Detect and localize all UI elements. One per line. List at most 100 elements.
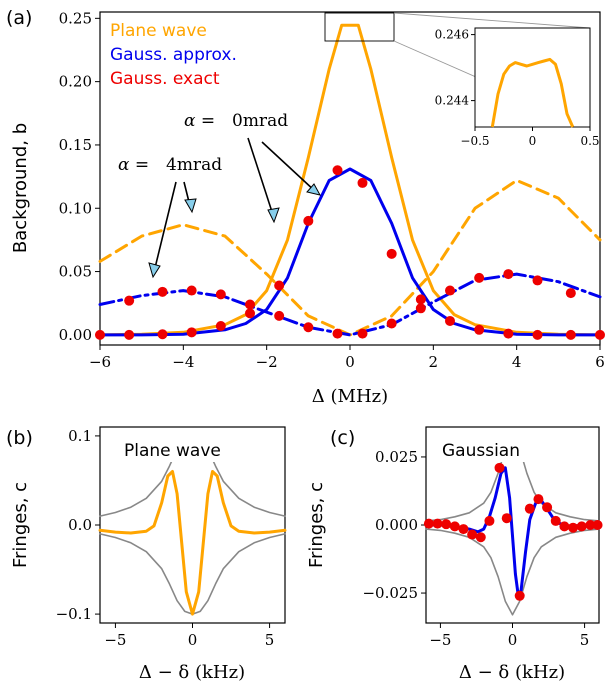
data-point [215, 321, 226, 332]
x-tick-label: 6 [595, 353, 605, 371]
x-tick-label: 2 [429, 353, 439, 371]
panel-b-title-bg [112, 434, 244, 462]
data-point [215, 289, 226, 300]
data-point [474, 324, 485, 335]
data-point [357, 328, 368, 339]
annotation-alpha-0: α = 0mrad [184, 111, 321, 224]
panel-c-title-bg [436, 434, 526, 462]
panel-c-ticks: −5 0 5 −0.025 0.000 0.025 [362, 448, 589, 649]
inset-x-tick-label: 0.5 [580, 134, 599, 148]
x-tick-label: 0 [345, 353, 355, 371]
data-point [501, 513, 512, 524]
data-point [533, 494, 544, 505]
zoom-connector [393, 12, 591, 29]
data-point [475, 532, 486, 543]
data-point [445, 285, 455, 296]
legend-gauss-approx: Gauss. approx. [110, 45, 237, 65]
inset-series [490, 57, 575, 128]
data-point [386, 248, 397, 259]
x-tick-label: 0 [508, 631, 518, 649]
panel-b-ylabel: Fringes, c [10, 482, 31, 568]
data-point [415, 294, 426, 305]
panel-a-ylabel: Background, b [10, 123, 31, 253]
data-point [432, 518, 443, 529]
data-point [592, 520, 603, 530]
data-point [565, 329, 576, 340]
data-point [357, 177, 368, 188]
y-tick-label: 0.25 [59, 9, 92, 27]
data-point [245, 308, 255, 319]
series-line [98, 272, 602, 337]
annotation-alpha-4-prefix: α = [118, 155, 149, 175]
data-point [445, 315, 455, 326]
x-tick-label: 5 [580, 631, 590, 649]
annotation-arrow [153, 181, 177, 273]
panel-c-ylabel: Fringes, c [306, 482, 327, 568]
annotation-arrowhead [306, 183, 321, 196]
y-tick-label: −0.1 [56, 605, 92, 623]
data-point [474, 272, 485, 283]
series-line [98, 178, 602, 337]
y-tick-label: 0.20 [59, 73, 92, 91]
panel-b-xlabel: Δ − δ (kHz) [139, 662, 245, 683]
panel-c-xlabel: Δ − δ (kHz) [459, 662, 565, 683]
y-tick-label: 0.15 [59, 136, 92, 154]
zoom-box [324, 12, 395, 42]
panel-c-title: Gaussian [442, 441, 520, 461]
panel-c-label: (c) [330, 427, 355, 449]
inset-series-line [490, 57, 575, 128]
data-point [458, 524, 469, 535]
data-point [503, 269, 514, 280]
data-point [245, 299, 255, 310]
data-point [386, 318, 397, 329]
legend-plane-wave: Plane wave [110, 21, 207, 41]
x-tick-label: −5 [104, 631, 126, 649]
data-point [449, 521, 460, 532]
data-point [332, 328, 343, 339]
annotation-arrow [261, 141, 317, 193]
inset-x-tick-label: −0.5 [460, 134, 489, 148]
series-line [425, 528, 600, 616]
series-line [98, 167, 602, 337]
y-tick-label: 0.025 [375, 448, 418, 466]
data-point [532, 329, 543, 340]
data-point [303, 215, 314, 226]
y-tick-label: 0.0 [68, 516, 92, 534]
data-point [157, 329, 168, 340]
annotation-alpha-0-prefix: α = [184, 111, 215, 131]
x-tick-label: −4 [172, 353, 194, 371]
panel-b-title: Plane wave [124, 441, 221, 461]
inset-ticks: −0.5 0 0.5 0.244 0.246 [435, 28, 600, 148]
annotation-alpha-0-value: 0mrad [232, 111, 288, 131]
data-point [595, 329, 605, 340]
data-point [274, 280, 285, 291]
data-point [494, 462, 505, 473]
data-point [514, 590, 525, 601]
y-tick-label: 0.1 [68, 427, 92, 445]
y-tick-label: 0.00 [59, 326, 92, 344]
data-point [532, 275, 543, 286]
annotation-alpha-4: α = 4mrad [118, 155, 222, 279]
inset-y-tick-label: 0.244 [435, 94, 470, 108]
panel-a: (a) −6 −4 −2 0 2 4 6 0.00 0.05 0.10 0.15 0.20 0.25 P… [6, 7, 605, 407]
inset-frame [474, 27, 591, 128]
data-point [124, 329, 135, 340]
y-tick-label: −0.025 [362, 584, 418, 602]
data-point [568, 522, 579, 533]
y-tick-label: 0.05 [59, 263, 92, 281]
data-point [303, 322, 314, 333]
data-point [559, 521, 570, 532]
inset-y-tick-label: 0.246 [435, 28, 469, 42]
legend-gauss-exact: Gauss. exact [110, 69, 220, 89]
legend: Plane wave Gauss. approx. Gauss. exact [110, 21, 237, 89]
data-point [576, 521, 587, 532]
inset: −0.5 0 0.5 0.244 0.246 [435, 27, 600, 148]
panel-a-series [95, 23, 605, 340]
data-point [415, 303, 426, 314]
panel-c: (c) −5 0 5 −0.025 0.000 0.025 Gaussian Fringe… [306, 426, 603, 683]
x-tick-label: 5 [265, 631, 275, 649]
data-point [124, 295, 135, 306]
panel-b-label: (b) [6, 427, 33, 449]
x-tick-label: 0 [188, 631, 198, 649]
